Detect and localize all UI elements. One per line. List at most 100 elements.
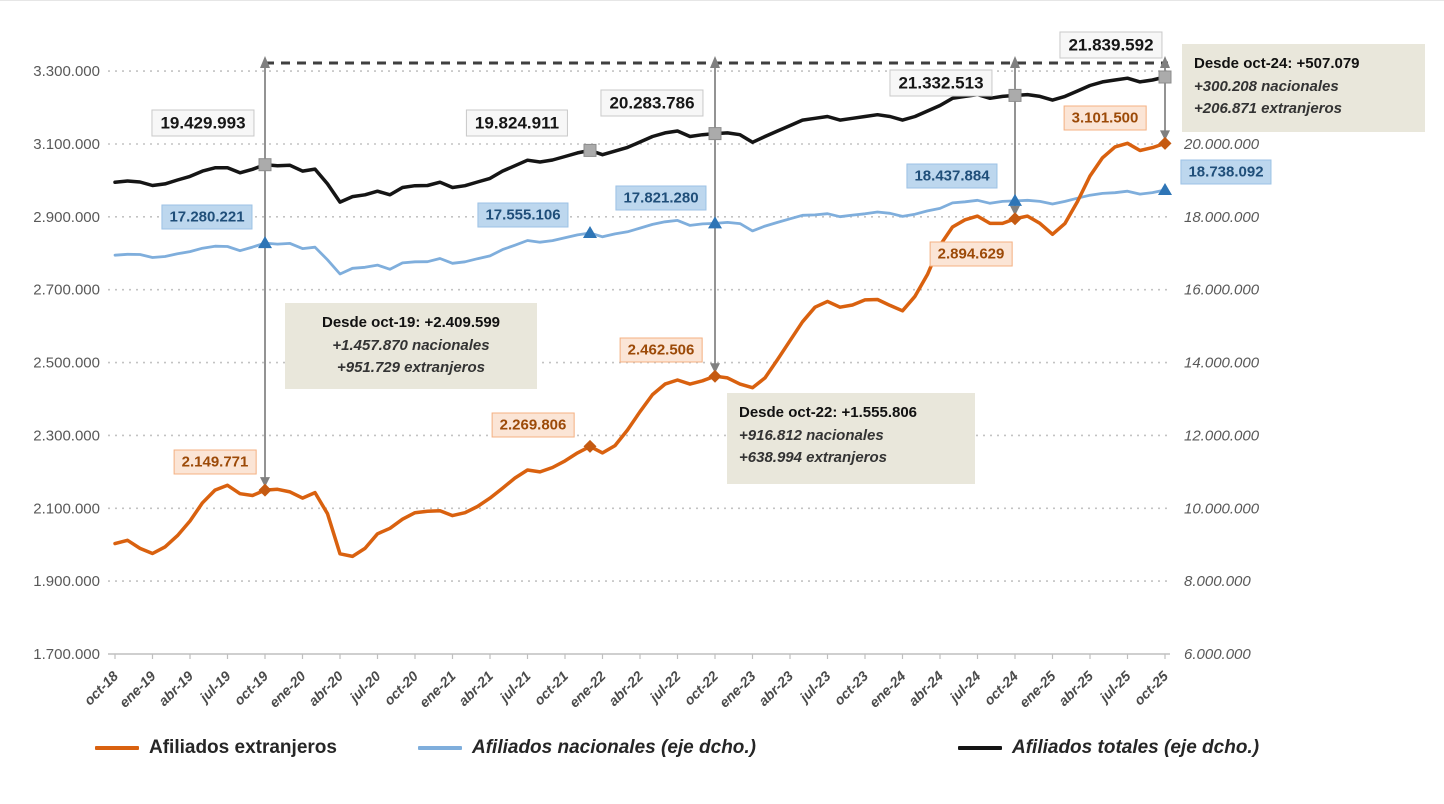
point-label-total-oct-25: 21.839.592	[1059, 31, 1163, 59]
note-line: +916.812 nacionales	[739, 426, 884, 444]
point-label-ext-oct-22: 2.462.506	[619, 337, 703, 363]
svg-text:oct-21: oct-21	[531, 668, 572, 709]
note-desde-oct-22: Desde oct-22: +1.555.806 +916.812 naciona…	[727, 393, 975, 484]
arrow-annotations	[260, 56, 1170, 488]
series-markers	[258, 70, 1172, 497]
svg-text:abr-25: abr-25	[1055, 668, 1096, 709]
legend-label-extranjeros: Afiliados extranjeros	[149, 737, 337, 758]
point-label-total-oct-24: 21.332.513	[889, 69, 993, 97]
svg-text:ene-25: ene-25	[1016, 668, 1059, 711]
note-line: +951.729 extranjeros	[336, 359, 486, 376]
marker-blue-triangle	[1008, 193, 1022, 206]
note-title: Desde oct-24: +507.079	[1194, 55, 1360, 72]
svg-text:ene-23: ene-23	[716, 668, 759, 711]
note-desde-oct-24: Desde oct-24: +507.079 +300.208 nacionale…	[1182, 44, 1425, 132]
legend-swatch-extranjeros	[95, 746, 139, 750]
marker-blue-triangle	[708, 216, 722, 229]
legend-swatch-nacionales	[418, 746, 462, 750]
svg-text:abr-24: abr-24	[905, 668, 946, 709]
note-title: Desde oct-19: +2.409.599	[321, 314, 501, 331]
svg-text:abr-20: abr-20	[305, 668, 346, 709]
svg-text:jul-20: jul-20	[345, 668, 384, 707]
svg-text:ene-22: ene-22	[566, 668, 609, 711]
legend-item-nacionales: Afiliados nacionales (eje dcho.)	[418, 737, 756, 759]
series-line-nacionales	[113, 188, 1167, 276]
svg-text:1.700.000: 1.700.000	[33, 646, 100, 663]
marker-gray-square	[1158, 70, 1172, 84]
svg-text:2.500.000: 2.500.000	[33, 355, 100, 372]
series-line-totales	[113, 75, 1167, 204]
legend-label-totales: Afiliados totales (eje dcho.)	[1012, 737, 1260, 758]
legend-item-totales: Afiliados totales (eje dcho.)	[958, 737, 1259, 759]
svg-text:abr-19: abr-19	[155, 668, 196, 709]
marker-orange-diamond	[1008, 212, 1022, 226]
marker-blue-triangle	[258, 236, 272, 249]
svg-text:abr-23: abr-23	[755, 668, 796, 709]
svg-text:jul-21: jul-21	[495, 668, 534, 707]
svg-text:oct-22: oct-22	[681, 668, 722, 709]
svg-text:2.700.000: 2.700.000	[33, 282, 100, 299]
point-label-total-oct-19: 19.429.993	[151, 109, 255, 137]
svg-text:oct-20: oct-20	[381, 668, 422, 709]
svg-text:20.000.000: 20.000.000	[1183, 136, 1260, 153]
svg-text:jul-24: jul-24	[945, 668, 984, 707]
marker-gray-square	[1008, 88, 1022, 102]
svg-text:18.000.000: 18.000.000	[1184, 209, 1260, 226]
point-label-nac-oct-24: 18.437.884	[906, 163, 998, 189]
svg-text:oct-19: oct-19	[231, 668, 272, 709]
svg-text:ene-20: ene-20	[266, 668, 309, 711]
note-line: +638.994 extranjeros	[739, 449, 888, 466]
svg-text:2.100.000: 2.100.000	[33, 500, 100, 517]
svg-text:14.000.000: 14.000.000	[1184, 355, 1260, 372]
note-desde-oct-19: Desde oct-19: +2.409.599 +1.457.870 nacio…	[285, 303, 537, 389]
gridlines	[108, 70, 1170, 582]
point-label-nac-oct-22: 17.821.280	[615, 185, 707, 211]
point-label-ext-oct-25: 3.101.500	[1063, 105, 1147, 131]
note-line: +1.457.870 nacionales	[332, 336, 490, 354]
svg-text:ene-19: ene-19	[116, 668, 159, 711]
legend-swatch-totales	[958, 746, 1002, 750]
svg-text:3.300.000: 3.300.000	[33, 63, 100, 80]
note-title: Desde oct-22: +1.555.806	[739, 404, 918, 421]
point-label-nac-oct-25: 18.738.092	[1180, 159, 1272, 185]
svg-text:oct-23: oct-23	[831, 668, 872, 709]
note-line: +206.871 extranjeros	[1194, 100, 1343, 117]
point-label-total-dic-21: 19.824.911	[465, 109, 569, 137]
marker-blue-triangle	[1158, 183, 1172, 195]
svg-text:jul-25: jul-25	[1095, 668, 1134, 707]
svg-text:abr-21: abr-21	[455, 668, 496, 709]
point-label-total-oct-22: 20.283.786	[600, 89, 704, 117]
svg-text:8.000.000: 8.000.000	[1184, 573, 1251, 590]
series-line-extranjeros	[113, 141, 1167, 559]
marker-orange-diamond	[583, 439, 597, 453]
svg-text:6.000.000: 6.000.000	[1184, 646, 1251, 663]
point-label-ext-dic-21: 2.269.806	[491, 412, 575, 438]
svg-text:3.100.000: 3.100.000	[33, 136, 100, 153]
note-line: +300.208 nacionales	[1194, 77, 1339, 95]
series-lines	[113, 75, 1167, 559]
svg-text:oct-25: oct-25	[1131, 668, 1172, 709]
marker-gray-square	[708, 127, 722, 141]
point-label-ext-oct-24: 2.894.629	[929, 241, 1013, 267]
svg-text:2.300.000: 2.300.000	[33, 427, 100, 444]
svg-text:oct-18: oct-18	[81, 668, 122, 709]
svg-text:oct-24: oct-24	[981, 668, 1022, 709]
svg-text:12.000.000: 12.000.000	[1184, 427, 1260, 444]
svg-text:1.900.000: 1.900.000	[33, 573, 100, 590]
point-label-nac-dic-21: 17.555.106	[477, 202, 569, 228]
svg-text:abr-22: abr-22	[605, 668, 646, 709]
marker-gray-square	[258, 158, 272, 172]
svg-text:ene-24: ene-24	[866, 668, 909, 711]
legend-label-nacionales: Afiliados nacionales (eje dcho.)	[472, 737, 757, 758]
svg-text:jul-19: jul-19	[195, 668, 234, 707]
marker-blue-triangle	[583, 226, 597, 238]
point-label-ext-oct-19: 2.149.771	[173, 449, 257, 475]
marker-orange-diamond	[258, 483, 272, 497]
point-label-nac-oct-19: 17.280.221	[161, 204, 253, 230]
marker-orange-diamond	[1158, 136, 1172, 150]
legend-item-extranjeros: Afiliados extranjeros	[95, 737, 337, 759]
svg-text:jul-22: jul-22	[645, 668, 684, 707]
svg-text:jul-23: jul-23	[795, 668, 834, 707]
